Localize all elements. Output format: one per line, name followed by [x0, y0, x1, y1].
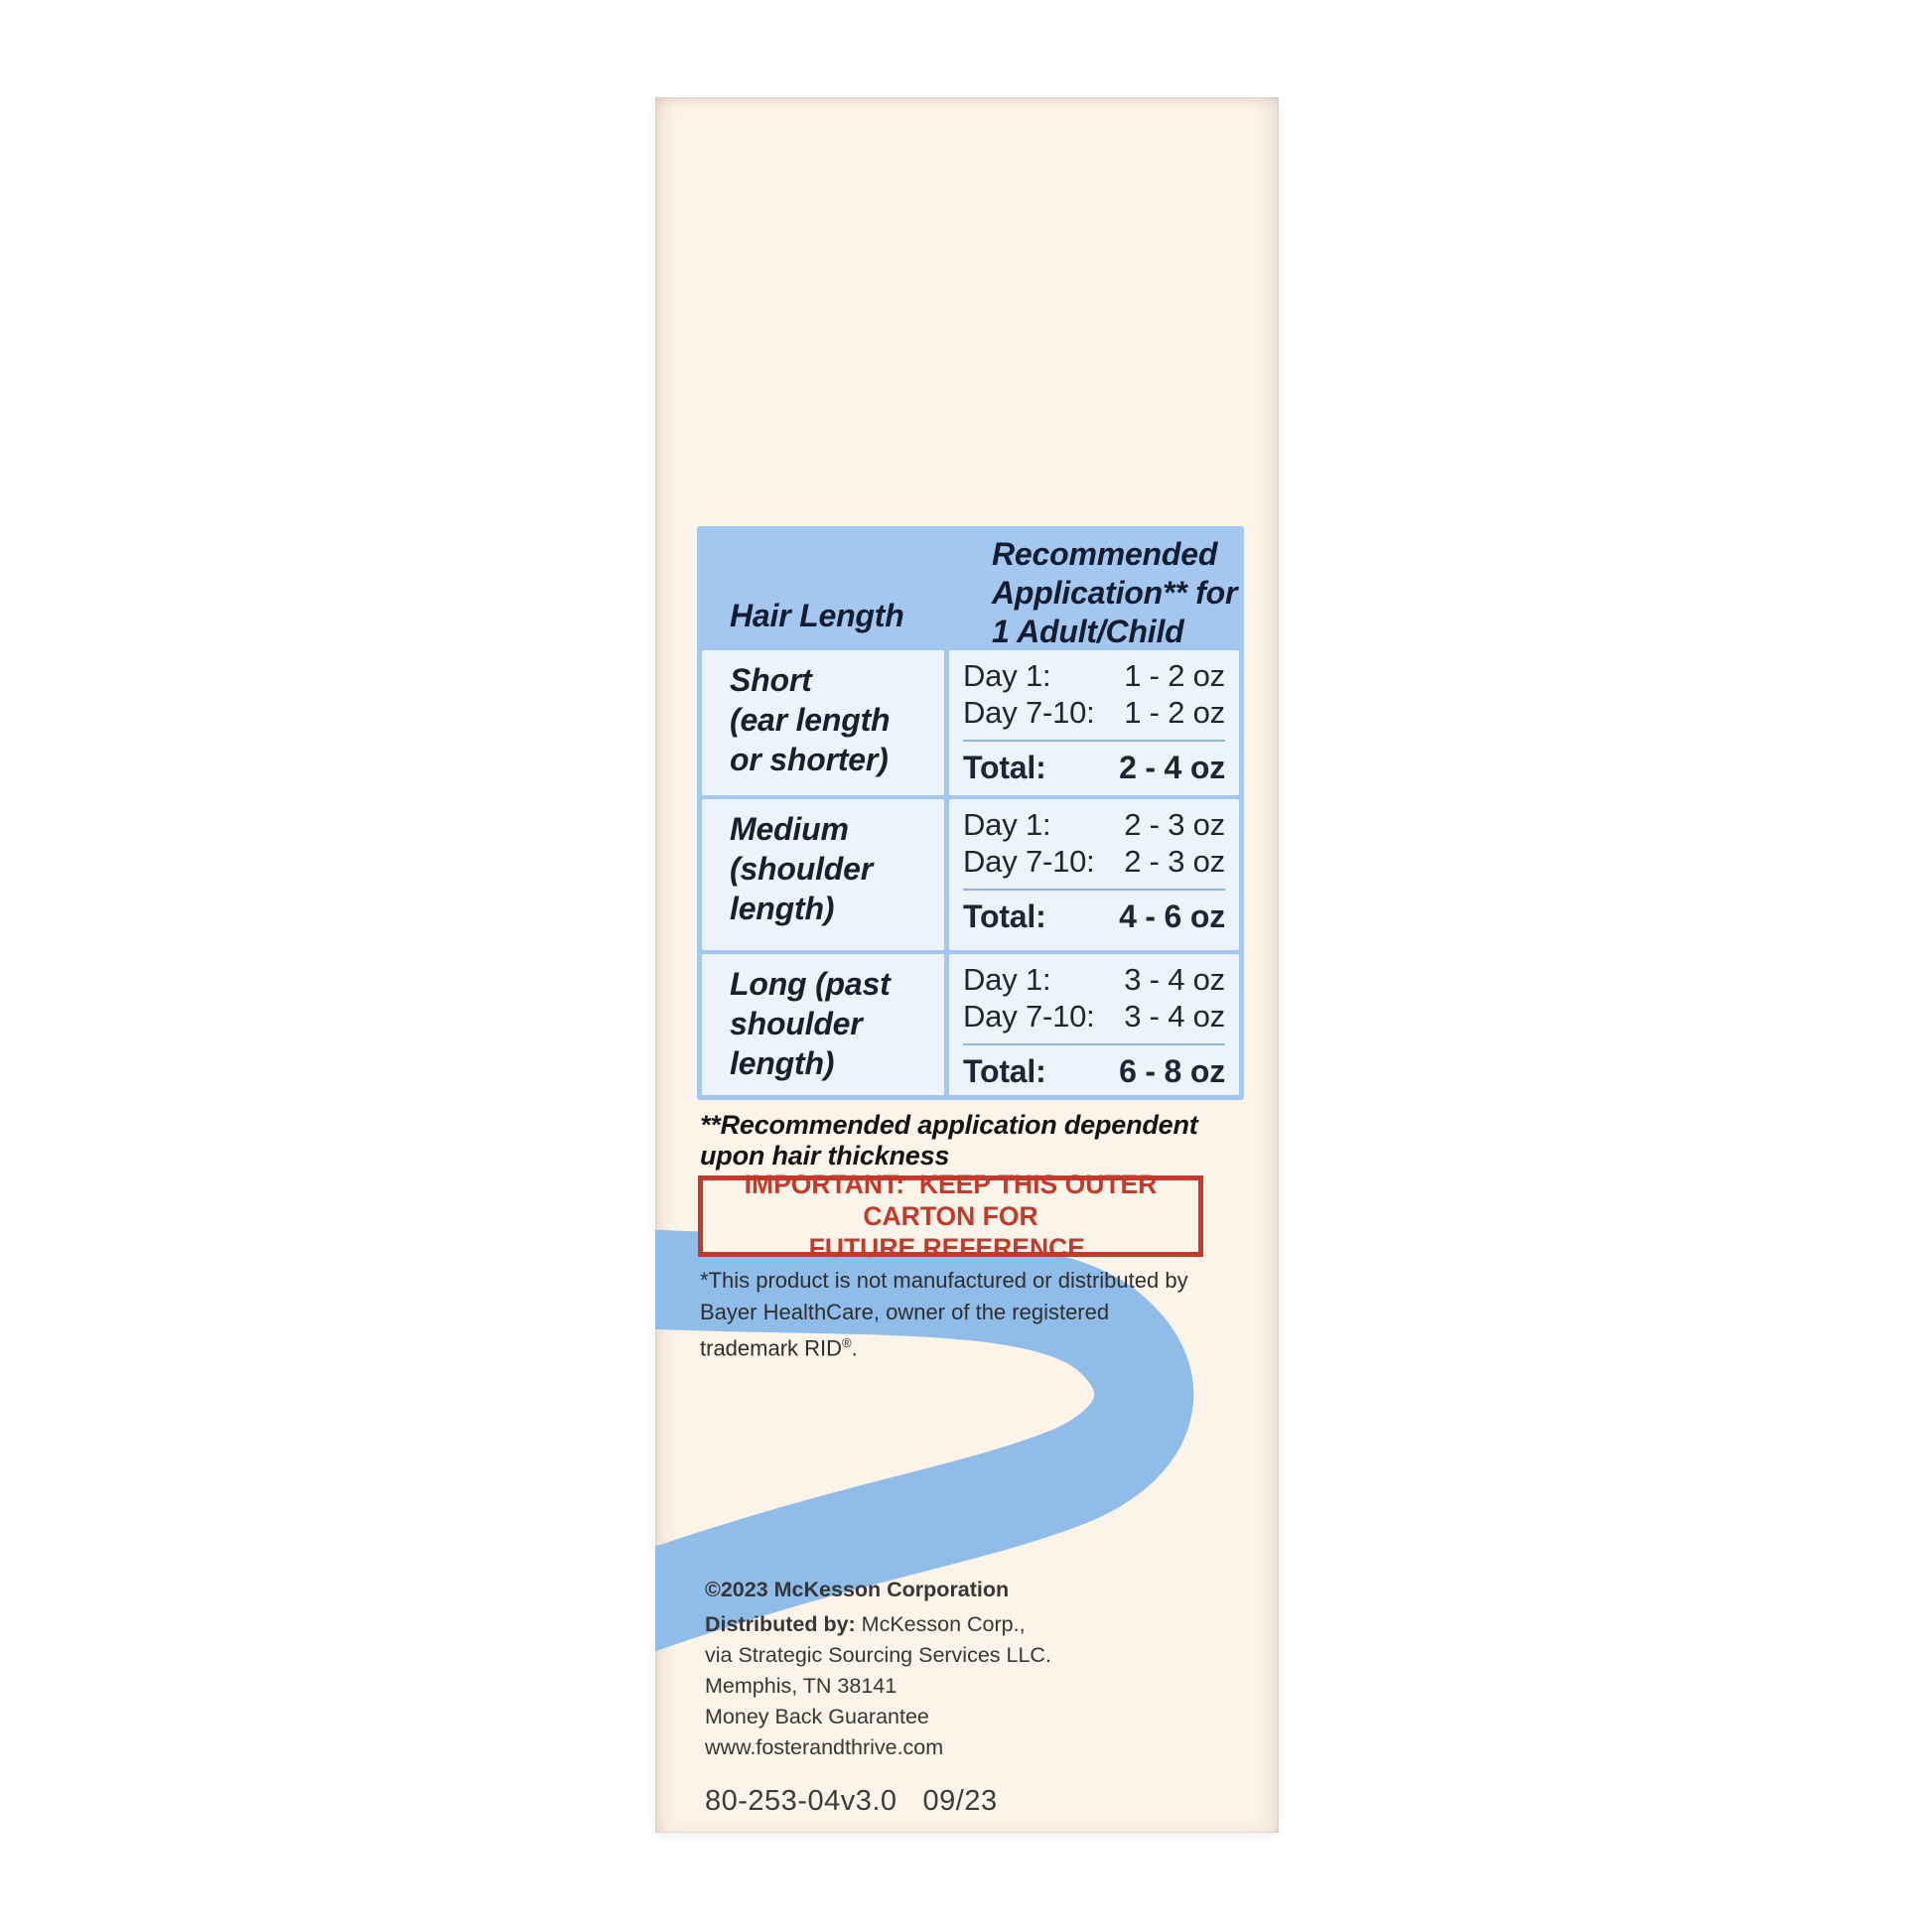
important-notice-box: IMPORTANT: KEEP THIS OUTER CARTON FOR FU… [698, 1170, 1203, 1263]
total-line: Total: 4 - 6 oz [963, 898, 1225, 935]
disclaimer-line: *This product is not manufactured or dis… [700, 1268, 1188, 1293]
total-value: 2 - 4 oz [1119, 750, 1225, 785]
copyright-line: ©2023 McKesson Corporation [705, 1578, 1010, 1601]
hair-length-line: Long (past [730, 966, 891, 1002]
website-line: www.fosterandthrive.com [705, 1735, 944, 1759]
disclaimer-line: trademark RID®. [700, 1327, 1188, 1364]
total-value: 4 - 6 oz [1119, 898, 1225, 934]
day-value: 1 - 2 oz [1124, 695, 1225, 730]
table-row-short: Short (ear length or shorter) Day 1: 1 -… [702, 650, 1239, 795]
day-label: Day 1: [963, 658, 1051, 693]
table-row-long: Long (past shoulder length) Day 1: 3 - 4… [702, 954, 1239, 1095]
application-cell: Day 1: 2 - 3 oz Day 7-10: 2 - 3 oz Total… [949, 799, 1239, 950]
hair-length-cell: Medium (shoulder length) [702, 799, 944, 950]
total-label: Total: [963, 1053, 1046, 1089]
footnote-line: **Recommended application dependent [700, 1110, 1198, 1140]
hair-length-column-header: Hair Length [730, 598, 904, 633]
day-value: 2 - 3 oz [1124, 807, 1225, 842]
day-value: 3 - 4 oz [1124, 962, 1225, 997]
distributed-by-label: Distributed by: [705, 1612, 856, 1636]
hair-length-cell: Long (past shoulder length) [702, 954, 944, 1095]
disclaimer-text: trademark RID [700, 1335, 843, 1361]
header-line: Recommended [992, 536, 1218, 572]
distributed-by-value: McKesson Corp., [855, 1612, 1026, 1636]
total-line: Total: 6 - 8 oz [963, 1053, 1225, 1090]
important-notice-line: FUTURE REFERENCE. [808, 1233, 1093, 1263]
day-value: 3 - 4 oz [1124, 999, 1225, 1034]
dosage-table: Hair Length Recommended Application** fo… [697, 526, 1244, 1100]
total-divider [963, 1043, 1225, 1045]
total-line: Total: 2 - 4 oz [963, 750, 1225, 786]
distributor-line: Memphis, TN 38141 [705, 1674, 897, 1698]
distributor-line: via Strategic Sourcing Services LLC. [705, 1643, 1051, 1667]
day-value: 1 - 2 oz [1124, 658, 1225, 693]
important-notice-line: IMPORTANT: KEEP THIS OUTER CARTON FOR [744, 1170, 1165, 1231]
blue-swoosh-graphic [655, 1229, 1194, 1652]
hair-length-line: (ear length [730, 702, 891, 738]
total-value: 6 - 8 oz [1119, 1053, 1225, 1089]
hair-length-cell: Short (ear length or shorter) [702, 650, 944, 795]
footnote-line: upon hair thickness [700, 1141, 950, 1171]
day7-10-line: Day 7-10: 2 - 3 oz [963, 843, 1225, 880]
distributor-info: ©2023 McKesson Corporation Distributed b… [705, 1575, 1051, 1763]
day-label: Day 7-10: [963, 844, 1095, 879]
application-footnote: **Recommended application dependent upon… [700, 1110, 1198, 1172]
bayer-disclaimer: *This product is not manufactured or dis… [700, 1265, 1188, 1364]
total-divider [963, 889, 1225, 891]
guarantee-line: Money Back Guarantee [705, 1705, 929, 1728]
header-line: 1 Adult/Child [992, 614, 1184, 649]
date-code: 09/23 [922, 1785, 998, 1817]
disclaimer-text: . [851, 1335, 858, 1361]
hair-length-line: (shoulder [730, 851, 873, 887]
part-number: 80-253-04v3.0 [705, 1785, 897, 1817]
day-label: Day 7-10: [963, 999, 1095, 1034]
application-cell: Day 1: 1 - 2 oz Day 7-10: 1 - 2 oz Total… [949, 650, 1239, 795]
dosage-table-header: Hair Length Recommended Application** fo… [702, 531, 1239, 649]
hair-length-line: Medium [730, 811, 849, 847]
swoosh-path [655, 1229, 1194, 1652]
hair-length-line: shoulder [730, 1006, 863, 1041]
registered-mark: ® [842, 1335, 852, 1350]
day1-line: Day 1: 1 - 2 oz [963, 657, 1225, 694]
product-carton-back-panel: Hair Length Recommended Application** fo… [655, 97, 1279, 1833]
day1-line: Day 1: 2 - 3 oz [963, 806, 1225, 843]
day1-line: Day 1: 3 - 4 oz [963, 961, 1225, 998]
application-cell: Day 1: 3 - 4 oz Day 7-10: 3 - 4 oz Total… [949, 954, 1239, 1095]
day7-10-line: Day 7-10: 1 - 2 oz [963, 694, 1225, 731]
day-label: Day 1: [963, 962, 1051, 997]
hair-length-line: Short [730, 662, 812, 698]
table-row-medium: Medium (shoulder length) Day 1: 2 - 3 oz… [702, 799, 1239, 950]
day7-10-line: Day 7-10: 3 - 4 oz [963, 998, 1225, 1035]
lot-code: 80-253-04v3.0 09/23 [705, 1785, 998, 1818]
day-label: Day 1: [963, 807, 1051, 842]
day-value: 2 - 3 oz [1124, 844, 1225, 879]
distributed-by-line: Distributed by: McKesson Corp., [705, 1609, 1051, 1640]
total-divider [963, 740, 1225, 742]
hair-length-line: or shorter) [730, 742, 889, 777]
header-line: Application** for [992, 575, 1238, 611]
disclaimer-line: Bayer HealthCare, owner of the registere… [700, 1299, 1110, 1324]
total-label: Total: [963, 750, 1046, 785]
day-label: Day 7-10: [963, 695, 1095, 730]
hair-length-line: length) [730, 1045, 835, 1081]
application-column-header: Recommended Application** for 1 Adult/Ch… [972, 531, 1239, 649]
total-label: Total: [963, 898, 1046, 934]
hair-length-line: length) [730, 891, 835, 926]
